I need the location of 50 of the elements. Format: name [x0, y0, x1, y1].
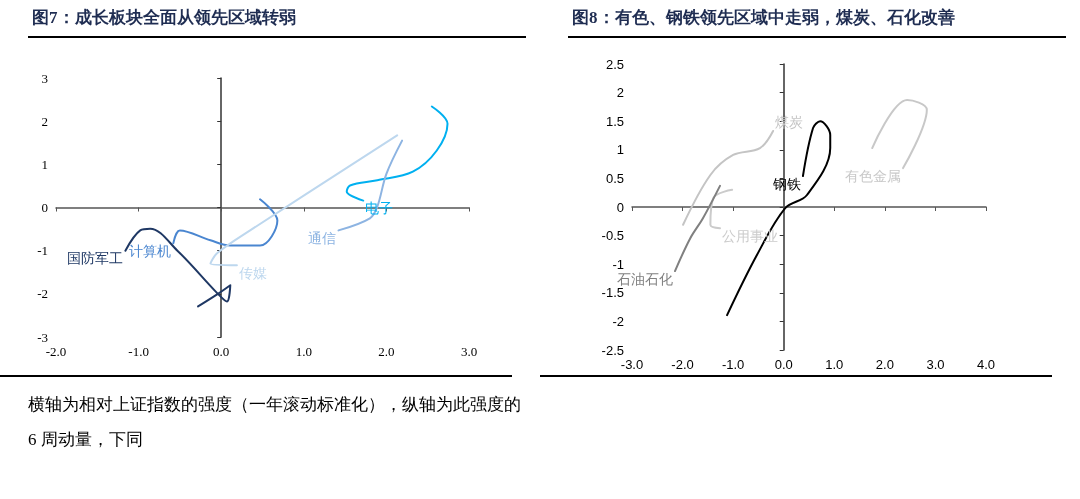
line-series — [345, 105, 449, 202]
x-tick-label: 0.0 — [213, 344, 230, 359]
y-tick-label: -0.5 — [601, 228, 624, 244]
line-series — [682, 129, 775, 226]
y-tick-label: 3 — [41, 70, 48, 86]
y-tick-label: 1 — [616, 142, 624, 158]
y-tick-label: 2 — [616, 85, 624, 101]
series-label: 通信 — [308, 230, 337, 246]
series-label: 传媒 — [238, 265, 267, 281]
x-tick-label: -2.0 — [45, 344, 67, 359]
series-label: 计算机 — [129, 243, 172, 259]
y-tick-label: -1 — [37, 243, 48, 259]
y-tick-label: -2.5 — [601, 342, 624, 358]
y-tick-label: -3 — [37, 329, 48, 345]
y-tick-label: -1.5 — [601, 285, 624, 301]
y-tick-label: 0.5 — [605, 170, 624, 186]
chart-title: 图8：有色、钢铁领先区域中走弱，煤炭、石化改善 — [568, 0, 1066, 38]
x-tick-label: -1.0 — [721, 357, 745, 372]
y-tick-label: 1 — [41, 156, 48, 172]
line-series — [172, 198, 279, 247]
y-tick-label: 2 — [41, 113, 48, 129]
y-tick-label: -1 — [612, 256, 624, 272]
line-series — [673, 184, 721, 273]
y-tick-label: -2 — [37, 286, 48, 302]
x-tick-label: 1.0 — [825, 357, 844, 372]
y-tick-label: -2 — [612, 313, 624, 329]
line-series — [871, 99, 928, 170]
series-label: 电子 — [365, 201, 394, 217]
x-tick-label: 1.0 — [295, 344, 312, 359]
y-tick-label: 0 — [616, 199, 624, 215]
series-label: 国防军工 — [67, 251, 124, 267]
x-tick-label: 0.0 — [774, 357, 793, 372]
y-tick-label: 0 — [41, 200, 48, 215]
y-tick-label: 2.5 — [605, 56, 624, 72]
line-series — [709, 188, 734, 230]
series-label: 石油石化 — [616, 271, 673, 287]
x-tick-label: -2.0 — [671, 357, 694, 372]
x-tick-label: -3.0 — [620, 357, 644, 372]
x-tick-label: 2.0 — [875, 357, 894, 372]
x-tick-label: -1.0 — [128, 344, 149, 359]
y-tick-label: 1.5 — [605, 113, 624, 129]
text: 横轴为相对上证指数的强度（一年滚动标准化），纵轴为此强度的 6 周动量，下同 — [28, 394, 522, 451]
line-series — [337, 139, 404, 232]
line-series — [124, 227, 232, 308]
x-tick-label: 3.0 — [460, 344, 478, 359]
chart-title: 图7：成长板块全面从领先区域转弱 — [28, 0, 526, 38]
line-series — [209, 134, 399, 267]
x-tick-label: 3.0 — [926, 357, 945, 372]
x-tick-label: 2.0 — [378, 344, 395, 359]
x-tick-label: 4.0 — [976, 357, 996, 372]
